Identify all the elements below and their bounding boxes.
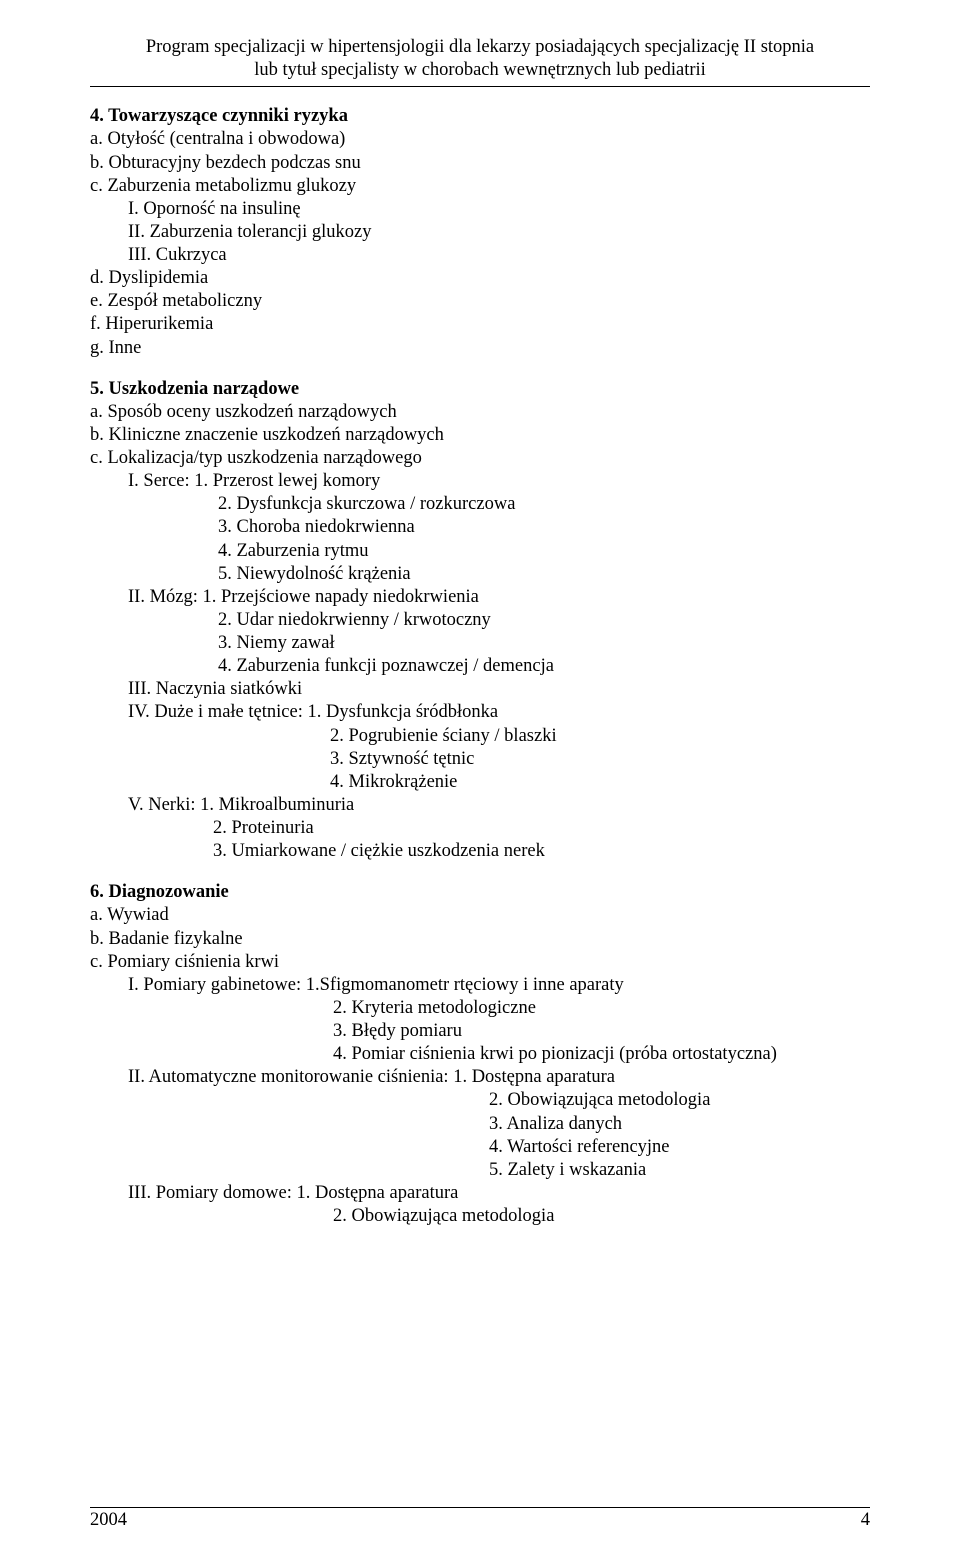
s4-c: c. Zaburzenia metabolizmu glukozy [90,175,870,198]
s6-III-2: 2. Obowiązująca metodologia [90,1205,870,1228]
s4-b: b. Obturacyjny bezdech podczas snu [90,152,870,175]
footer-year: 2004 [90,1510,127,1531]
document-body: 4. Towarzyszące czynniki ryzyka a. Otyło… [90,105,870,1228]
s6-II: II. Automatyczne monitorowanie ciśnienia… [90,1066,870,1089]
s6-I-2: 2. Kryteria metodologiczne [90,997,870,1020]
document-page: Program specjalizacji w hipertensjologii… [0,0,960,1561]
header-line-1: Program specjalizacji w hipertensjologii… [90,36,870,59]
s5-V-2: 2. Proteinuria [90,817,870,840]
s6-II-2: 2. Obowiązująca metodologia [90,1089,870,1112]
page-header: Program specjalizacji w hipertensjologii… [90,36,870,82]
s5-IV-4: 4. Mikrokrążenie [90,771,870,794]
header-line-2: lub tytuł specjalisty w chorobach wewnęt… [90,59,870,82]
s4-c-I: I. Oporność na insulinę [90,198,870,221]
s5-I-5: 5. Niewydolność krążenia [90,563,870,586]
spacer [90,863,870,881]
section-6-title: 6. Diagnozowanie [90,881,870,904]
s6-I: I. Pomiary gabinetowe: 1.Sfigmomanometr … [90,974,870,997]
s6-II-5: 5. Zalety i wskazania [90,1159,870,1182]
header-rule [90,86,870,87]
s4-c-II: II. Zaburzenia tolerancji glukozy [90,221,870,244]
footer-line: 2004 4 [90,1510,870,1531]
s5-IV-3: 3. Sztywność tętnic [90,748,870,771]
s6-II-3: 3. Analiza danych [90,1113,870,1136]
s5-IV-2: 2. Pogrubienie ściany / blaszki [90,725,870,748]
s4-e: e. Zespół metaboliczny [90,290,870,313]
footer-rule [90,1507,870,1508]
s5-I-4: 4. Zaburzenia rytmu [90,540,870,563]
footer-page-number: 4 [861,1510,870,1531]
s6-c: c. Pomiary ciśnienia krwi [90,951,870,974]
s5-I-3: 3. Choroba niedokrwienna [90,516,870,539]
section-4-title: 4. Towarzyszące czynniki ryzyka [90,105,870,128]
s5-II: II. Mózg: 1. Przejściowe napady niedokrw… [90,586,870,609]
s4-c-III: III. Cukrzyca [90,244,870,267]
s5-b: b. Kliniczne znaczenie uszkodzeń narządo… [90,424,870,447]
s5-a: a. Sposób oceny uszkodzeń narządowych [90,401,870,424]
s6-III: III. Pomiary domowe: 1. Dostępna aparatu… [90,1182,870,1205]
s5-II-3: 3. Niemy zawał [90,632,870,655]
s4-a: a. Otyłość (centralna i obwodowa) [90,128,870,151]
s5-V-3: 3. Umiarkowane / ciężkie uszkodzenia ner… [90,840,870,863]
page-footer: 2004 4 [90,1507,870,1531]
s5-I-2: 2. Dysfunkcja skurczowa / rozkurczowa [90,493,870,516]
s4-g: g. Inne [90,337,870,360]
spacer [90,360,870,378]
s6-I-3: 3. Błędy pomiaru [90,1020,870,1043]
section-5-title: 5. Uszkodzenia narządowe [90,378,870,401]
s5-II-4: 4. Zaburzenia funkcji poznawczej / demen… [90,655,870,678]
s4-d: d. Dyslipidemia [90,267,870,290]
s5-I: I. Serce: 1. Przerost lewej komory [90,470,870,493]
s6-I-4: 4. Pomiar ciśnienia krwi po pionizacji (… [90,1043,870,1066]
s5-IV: IV. Duże i małe tętnice: 1. Dysfunkcja ś… [90,701,870,724]
s5-II-2: 2. Udar niedokrwienny / krwotoczny [90,609,870,632]
s6-b: b. Badanie fizykalne [90,928,870,951]
s5-V: V. Nerki: 1. Mikroalbuminuria [90,794,870,817]
s5-III: III. Naczynia siatkówki [90,678,870,701]
s6-II-4: 4. Wartości referencyjne [90,1136,870,1159]
s6-a: a. Wywiad [90,904,870,927]
s4-f: f. Hiperurikemia [90,313,870,336]
s5-c: c. Lokalizacja/typ uszkodzenia narządowe… [90,447,870,470]
